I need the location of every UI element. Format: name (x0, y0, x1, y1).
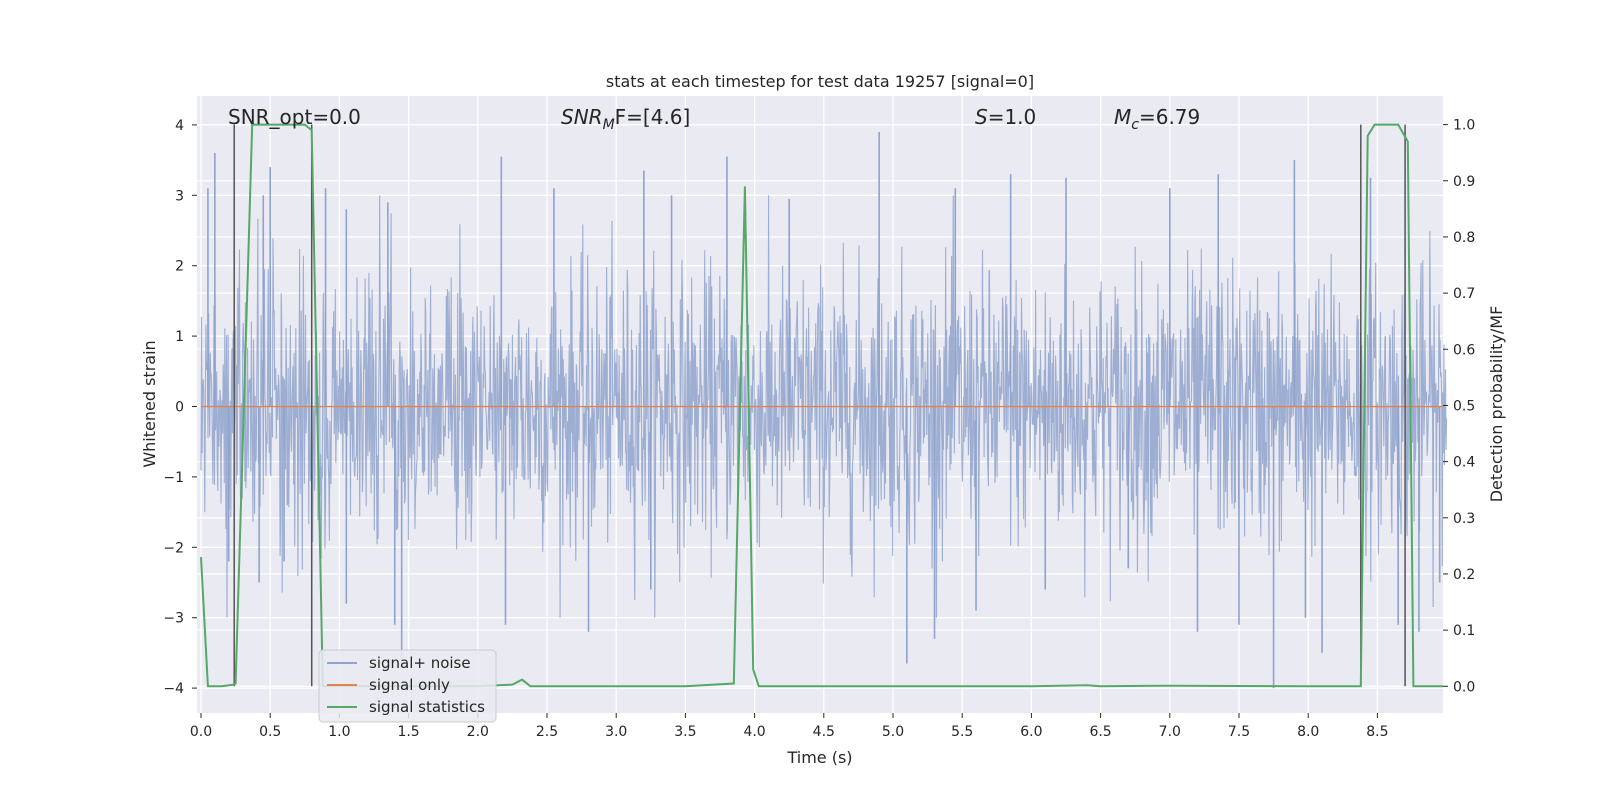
x-tick-label: 6.0 (1020, 724, 1042, 740)
annotation-s-label: S (975, 105, 988, 129)
chart-title: stats at each timestep for test data 192… (606, 72, 1034, 91)
y-tick-label: 0 (175, 400, 184, 416)
x-tick-label: 4.5 (813, 724, 835, 740)
legend: signal+ noise signal only signal statist… (318, 649, 497, 723)
y-tick-label: −4 (163, 681, 184, 697)
signal-statistics-series (200, 123, 1443, 688)
annotation-snr-opt: SNR_opt=0.0 (228, 105, 361, 129)
x-tick-label: 7.5 (1228, 724, 1250, 740)
y2-axis-label: Detection probability/MF (1487, 306, 1506, 503)
annotation-mc-sub: c (1131, 117, 1139, 133)
x-tick-label: 5.5 (951, 724, 973, 740)
y2-tick-label: 0.8 (1453, 230, 1475, 246)
legend-label-stats: signal statistics (369, 698, 485, 716)
x-axis-label: Time (s) (786, 748, 852, 767)
x-tick-label: 4.0 (743, 724, 765, 740)
x-tick-label: 7.0 (1159, 724, 1181, 740)
y2-tick-label: 0.1 (1453, 623, 1475, 639)
y-tick-label: −1 (163, 470, 184, 486)
x-tick-label: 2.5 (536, 724, 558, 740)
y2-tick-label: 0.6 (1453, 342, 1475, 358)
x-tick-label: 3.0 (605, 724, 627, 740)
y2-tick-label: 0.2 (1453, 567, 1475, 583)
x-tick-label: 1.0 (328, 724, 350, 740)
legend-box (318, 649, 497, 723)
y-tick-label: 4 (175, 118, 184, 134)
annotation-mc-value: =6.79 (1139, 105, 1200, 129)
annotation-snr-mf-label: SNR (561, 105, 603, 129)
x-tick-label: 6.5 (1089, 724, 1111, 740)
y-tick-label: 3 (175, 188, 184, 204)
x-tick-labels: 0.0 0.5 1.0 1.5 2.0 2.5 3.0 3.5 4.0 4.5 5.0 5.5 6.0 6… (190, 713, 1389, 740)
legend-label-signal: signal only (369, 676, 450, 694)
y2-tick-label: 0.9 (1453, 174, 1475, 190)
x-tick-label: 3.5 (674, 724, 696, 740)
y2-tick-label: 1.0 (1453, 118, 1475, 134)
annotation-snr-mf-value: F=[4.6] (615, 105, 691, 129)
legend-label-noise: signal+ noise (369, 654, 471, 672)
annotation-snr-mf-sub: M (603, 117, 615, 133)
y-tick-label: 1 (175, 329, 184, 345)
y-tick-labels: −4 −3 −2 −1 0 1 2 3 4 (163, 118, 197, 697)
annotation-s-value: =1.0 (988, 105, 1037, 129)
y2-tick-label: 0.5 (1453, 398, 1475, 414)
y-axis-label: Whitened strain (140, 340, 159, 467)
annotation-s: S=1.0 (975, 105, 1036, 129)
signal-noise-series (200, 131, 1448, 689)
y2-tick-label: 0.4 (1453, 455, 1475, 471)
x-tick-label: 0.5 (259, 724, 281, 740)
y2-tick-label: 0.7 (1453, 286, 1475, 302)
x-tick-label: 8.0 (1297, 724, 1319, 740)
x-tick-label: 8.5 (1366, 724, 1388, 740)
y2-tick-labels: 0.0 0.1 0.2 0.3 0.4 0.5 0.6 0.7 0.8 0.9 1.0 (1443, 118, 1475, 695)
annotation-mc: Mc=6.79 (1114, 105, 1200, 133)
x-tick-label: 1.5 (397, 724, 419, 740)
y-tick-label: −2 (163, 540, 184, 556)
vertical-markers (233, 124, 1406, 687)
x-tick-label: 5.0 (882, 724, 904, 740)
annotation-snr-mf: SNRMF=[4.6] (561, 105, 690, 133)
y-tick-label: −3 (163, 611, 184, 627)
annotation-mc-label: M (1114, 105, 1131, 129)
y2-tick-label: 0.0 (1453, 679, 1475, 695)
statistics-line (200, 123, 1443, 688)
y2-tick-label: 0.3 (1453, 511, 1475, 527)
y-tick-label: 2 (175, 259, 184, 275)
x-tick-label: 0.0 (190, 724, 212, 740)
x-tick-label: 2.0 (467, 724, 489, 740)
